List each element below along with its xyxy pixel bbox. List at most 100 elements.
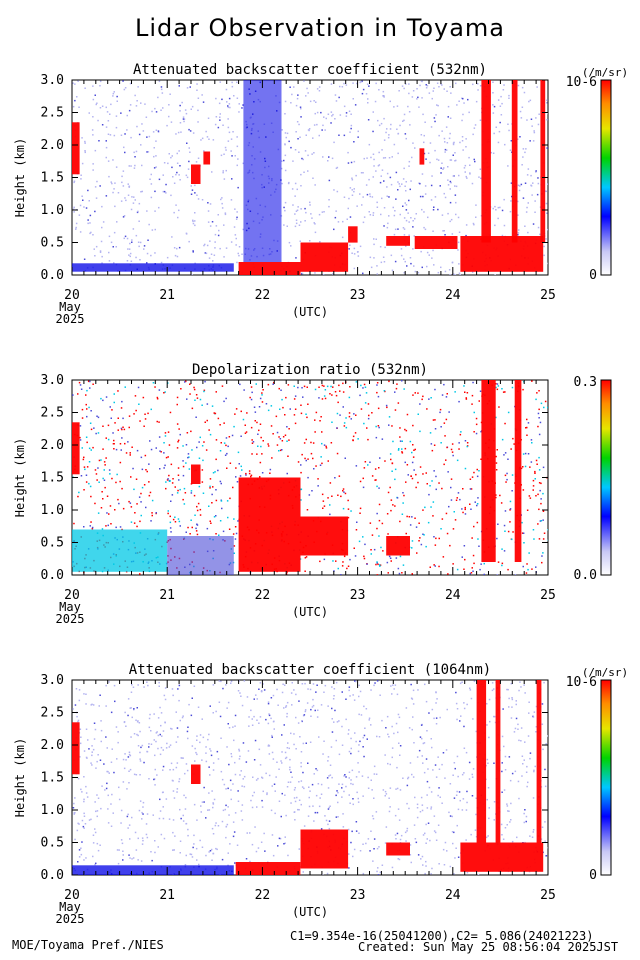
heatmap-area — [72, 80, 548, 275]
y-axis-label: Height (km) — [13, 738, 27, 817]
feature-cloud-11 — [481, 80, 491, 243]
x-month-label: May — [59, 600, 81, 614]
feature-cloud-1 — [72, 422, 80, 475]
colorbar-max-label: 10-6 — [566, 675, 597, 690]
y-tick-label: 0.5 — [41, 236, 64, 251]
feature-cloud-6 — [348, 226, 358, 243]
y-tick-label: 1.0 — [41, 803, 64, 818]
x-tick-label: 24 — [445, 888, 461, 903]
colorbar-min-label: 0 — [589, 268, 597, 283]
colorbar-unit: (/m/sr) — [582, 666, 628, 679]
x-tick-label: 20 — [64, 588, 80, 603]
colorbar-max-label: 10-6 — [566, 75, 597, 90]
y-tick-label: 2.5 — [41, 706, 64, 721]
feature-cloud-10 — [460, 236, 544, 272]
feature-cloud-4 — [300, 516, 349, 556]
panel-title: Depolarization ratio (532nm) — [192, 362, 428, 378]
x-month-label: May — [59, 900, 81, 914]
y-tick-label: 0.5 — [41, 836, 64, 851]
feature-cloud-4 — [300, 829, 349, 869]
colorbar-min-label: 0.0 — [574, 568, 597, 583]
y-tick-label: 1.0 — [41, 503, 64, 518]
feature-cloud-2 — [191, 764, 201, 784]
x-axis-label: (UTC) — [292, 305, 328, 319]
x-year-label: 2025 — [56, 612, 85, 626]
y-axis-label: Height (km) — [13, 438, 27, 517]
feature-aerosol-10 — [72, 865, 234, 875]
x-tick-label: 20 — [64, 888, 80, 903]
feature-cloud-3 — [235, 862, 301, 875]
credit-text: MOE/Toyama Pref./NIES — [12, 938, 164, 952]
panel-title: Attenuated backscatter coefficient (1064… — [129, 662, 491, 678]
feature-cloud-2 — [191, 464, 201, 484]
x-tick-label: 25 — [540, 888, 556, 903]
y-tick-label: 2.5 — [41, 406, 64, 421]
x-tick-label: 23 — [350, 588, 366, 603]
feature-cloud-12 — [511, 80, 518, 243]
feature-aerosol-14 — [72, 263, 234, 272]
colorbar-max-label: 0.3 — [574, 375, 597, 390]
colorbar-unit: (/m/sr) — [582, 66, 628, 79]
y-tick-label: 3.0 — [41, 673, 64, 688]
x-tick-label: 24 — [445, 288, 461, 303]
created-timestamp: Created: Sun May 25 08:56:04 2025JST — [358, 940, 619, 954]
feature-cloud-2 — [191, 164, 201, 184]
y-tick-label: 0.5 — [41, 536, 64, 551]
feature-low-9 — [167, 536, 234, 575]
heatmap-area — [72, 380, 548, 575]
y-tick-label: 1.0 — [41, 203, 64, 218]
x-month-label: May — [59, 300, 81, 314]
x-axis-label: (UTC) — [292, 605, 328, 619]
colorbar — [600, 379, 612, 576]
x-axis-label: (UTC) — [292, 905, 328, 919]
x-tick-label: 22 — [255, 888, 271, 903]
feature-cloud-7 — [386, 236, 410, 246]
x-tick-label: 21 — [159, 588, 175, 603]
x-tick-label: 25 — [540, 288, 556, 303]
feature-cloud-7 — [514, 380, 522, 562]
feature-cloud-3 — [238, 477, 301, 572]
feature-cloud-8 — [419, 148, 425, 165]
feature-cloud-1 — [72, 722, 80, 775]
page-title: Lidar Observation in Toyama — [134, 14, 506, 42]
heatmap-area — [72, 680, 548, 875]
y-tick-label: 3.0 — [41, 373, 64, 388]
x-tick-label: 24 — [445, 588, 461, 603]
feature-cloud-3 — [203, 151, 211, 165]
feature-cloud-13 — [540, 80, 546, 243]
feature-cloud-7 — [476, 680, 487, 843]
y-tick-label: 2.0 — [41, 438, 64, 453]
feature-aerosol-8 — [72, 529, 168, 572]
feature-cloud-9 — [414, 236, 458, 249]
x-year-label: 2025 — [56, 312, 85, 326]
y-tick-label: 3.0 — [41, 73, 64, 88]
feature-cloud-9 — [536, 680, 542, 843]
feature-cloud-1 — [72, 122, 80, 175]
x-tick-label: 25 — [540, 588, 556, 603]
feature-cloud-5 — [386, 536, 410, 556]
feature-dense-15 — [243, 80, 282, 262]
x-tick-label: 21 — [159, 888, 175, 903]
feature-cloud-5 — [386, 842, 410, 856]
y-tick-label: 1.5 — [41, 771, 64, 786]
colorbar — [600, 79, 612, 276]
y-tick-label: 2.5 — [41, 106, 64, 121]
x-tick-label: 21 — [159, 288, 175, 303]
panel-title: Attenuated backscatter coefficient (532n… — [133, 62, 487, 78]
y-tick-label: 0.0 — [41, 868, 64, 883]
y-tick-label: 1.5 — [41, 171, 64, 186]
colorbar — [600, 679, 612, 876]
x-tick-label: 23 — [350, 288, 366, 303]
feature-cloud-6 — [460, 842, 544, 872]
x-tick-label: 20 — [64, 288, 80, 303]
calibration-text: C1=9.354e-16(25041200),C2= 5.086(2402122… — [290, 929, 594, 943]
y-axis-label: Height (km) — [13, 138, 27, 217]
x-tick-label: 23 — [350, 888, 366, 903]
y-tick-label: 2.0 — [41, 738, 64, 753]
x-tick-label: 22 — [255, 588, 271, 603]
y-tick-label: 1.5 — [41, 471, 64, 486]
feature-cloud-6 — [481, 380, 496, 562]
x-year-label: 2025 — [56, 912, 85, 926]
feature-cloud-4 — [238, 262, 301, 275]
